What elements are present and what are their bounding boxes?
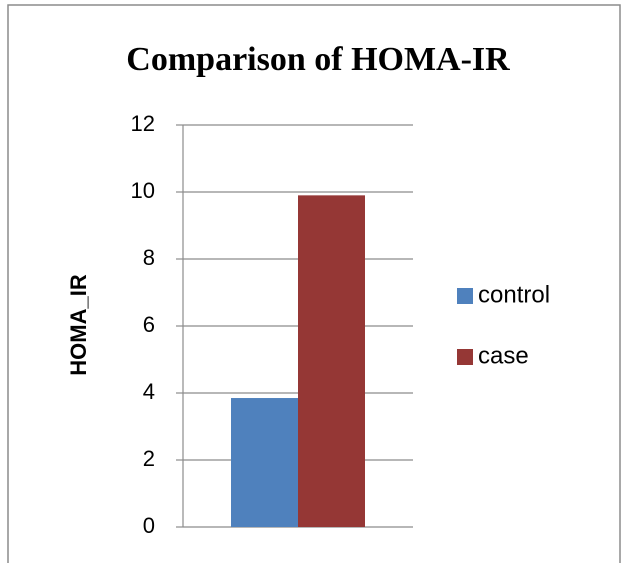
y-tick-label: 10: [131, 178, 155, 203]
y-tick-label: 0: [143, 513, 155, 538]
y-tick-label: 12: [131, 111, 155, 136]
legend-swatch: [457, 349, 473, 365]
legend-label: case: [478, 342, 529, 369]
bar: [298, 195, 365, 527]
y-axis-label: HOMA_IR: [66, 274, 91, 376]
legend-swatch: [457, 288, 473, 304]
y-tick-label: 6: [143, 312, 155, 337]
y-tick-label: 2: [143, 446, 155, 471]
y-tick-label: 8: [143, 245, 155, 270]
legend-label: control: [478, 281, 550, 308]
bar: [231, 398, 298, 527]
y-tick-label: 4: [143, 379, 155, 404]
chart-title: Comparison of HOMA-IR: [126, 41, 510, 78]
